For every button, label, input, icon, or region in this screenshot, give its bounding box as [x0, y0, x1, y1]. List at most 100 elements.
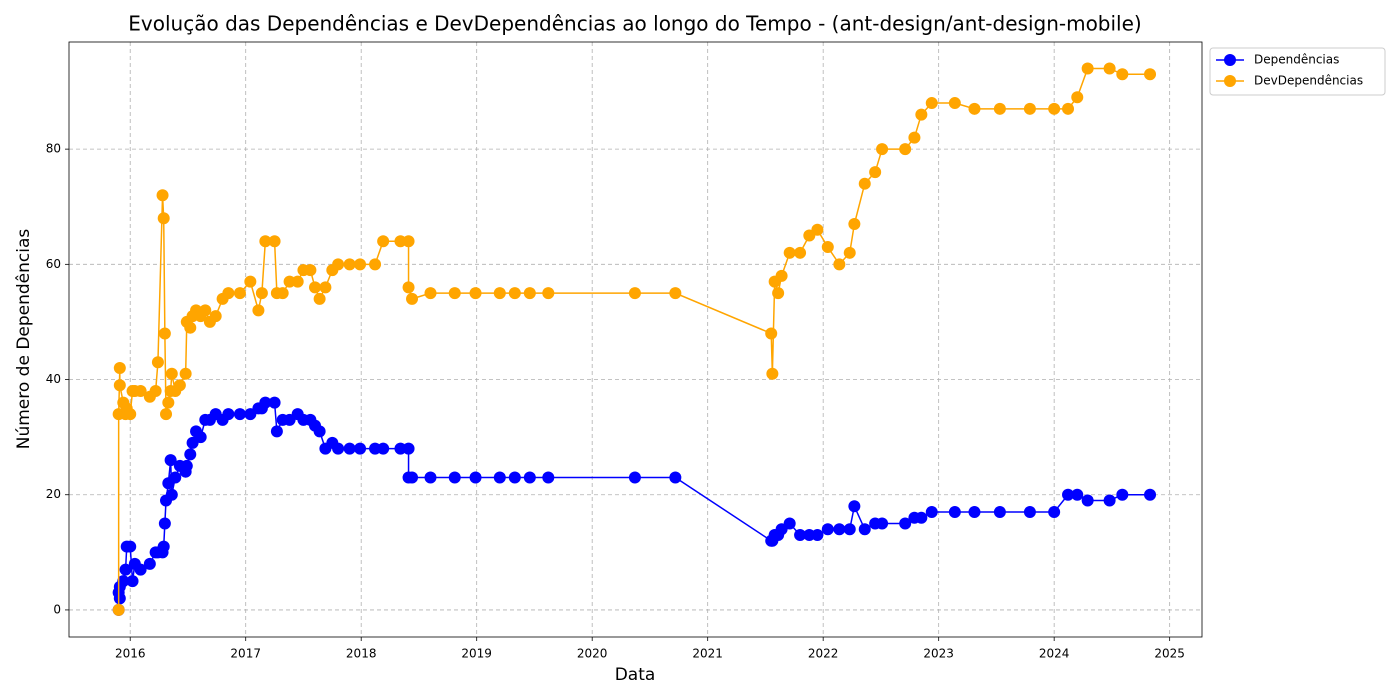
- data-point: [523, 471, 536, 484]
- data-point: [179, 367, 192, 380]
- data-point: [402, 442, 415, 455]
- data-point: [1081, 62, 1094, 75]
- data-point: [158, 517, 171, 530]
- data-point: [925, 506, 938, 519]
- data-point: [915, 511, 928, 524]
- data-point: [184, 448, 197, 461]
- data-point: [244, 275, 257, 288]
- data-point: [1048, 102, 1061, 115]
- x-tick-label: 2023: [923, 647, 954, 661]
- data-point: [199, 304, 212, 317]
- data-point: [1062, 488, 1075, 501]
- data-point: [811, 529, 824, 542]
- data-point: [993, 506, 1006, 519]
- data-point: [126, 575, 139, 588]
- data-point: [117, 575, 130, 588]
- data-point: [134, 385, 147, 398]
- data-point: [811, 223, 824, 236]
- data-point: [222, 287, 235, 300]
- data-point: [233, 408, 246, 421]
- data-point: [156, 189, 169, 202]
- data-point: [134, 563, 147, 576]
- data-point: [968, 102, 981, 115]
- data-point: [469, 287, 482, 300]
- data-point: [843, 246, 856, 259]
- data-point: [1144, 488, 1157, 501]
- x-tick-label: 2025: [1154, 647, 1185, 661]
- data-point: [209, 310, 222, 323]
- data-point: [119, 563, 132, 576]
- data-point: [821, 241, 834, 254]
- data-point: [377, 442, 390, 455]
- data-point: [406, 292, 419, 305]
- data-point: [899, 143, 912, 156]
- data-point: [1023, 506, 1036, 519]
- legend-box: [1209, 47, 1386, 96]
- data-point: [304, 264, 317, 277]
- legend-label: DevDependências: [1254, 74, 1363, 88]
- data-point: [1144, 68, 1157, 81]
- data-point: [424, 287, 437, 300]
- data-point: [406, 471, 419, 484]
- data-point: [469, 471, 482, 484]
- data-point: [319, 281, 332, 294]
- data-point: [149, 385, 162, 398]
- data-point: [276, 287, 289, 300]
- data-point: [1023, 102, 1036, 115]
- data-point: [948, 97, 961, 110]
- data-point: [869, 166, 882, 179]
- x-tick-label: 2018: [346, 647, 377, 661]
- x-tick-label: 2021: [692, 647, 723, 661]
- data-point: [169, 471, 182, 484]
- data-point: [848, 218, 861, 231]
- legend-marker: [1224, 75, 1236, 87]
- x-tick-label: 2024: [1039, 647, 1070, 661]
- data-point: [448, 287, 461, 300]
- data-point: [843, 523, 856, 536]
- data-point: [270, 425, 283, 438]
- y-tick-label: 20: [46, 487, 61, 501]
- data-point: [1081, 494, 1094, 507]
- data-point: [268, 396, 281, 409]
- data-point: [313, 292, 326, 305]
- data-point: [252, 304, 265, 317]
- data-point: [233, 287, 246, 300]
- data-point: [158, 327, 171, 340]
- data-point: [508, 471, 521, 484]
- data-point: [369, 258, 382, 271]
- data-point: [332, 258, 345, 271]
- x-tick-label: 2016: [115, 647, 146, 661]
- data-point: [1103, 494, 1116, 507]
- data-point: [1071, 488, 1084, 501]
- data-point: [783, 517, 796, 530]
- y-tick-label: 60: [46, 257, 61, 271]
- data-point: [876, 143, 889, 156]
- data-point: [143, 557, 156, 570]
- data-point: [222, 408, 235, 421]
- legend-label: Dependências: [1254, 53, 1339, 67]
- data-point: [628, 287, 641, 300]
- series-line: [117, 67, 1151, 610]
- data-point: [772, 287, 785, 300]
- data-point: [523, 287, 536, 300]
- x-tick-label: 2020: [577, 647, 608, 661]
- data-point: [766, 367, 779, 380]
- data-point: [343, 258, 356, 271]
- data-point: [1103, 62, 1116, 75]
- data-point: [194, 431, 207, 444]
- data-point: [858, 523, 871, 536]
- data-point: [899, 517, 912, 530]
- data-point: [164, 454, 177, 467]
- data-point: [151, 356, 164, 369]
- data-point: [259, 396, 272, 409]
- y-tick-label: 80: [46, 142, 61, 156]
- data-point: [424, 471, 437, 484]
- data-point: [628, 471, 641, 484]
- data-point: [354, 442, 367, 455]
- data-point: [908, 131, 921, 144]
- data-point: [968, 506, 981, 519]
- data-point: [493, 287, 506, 300]
- data-point: [876, 517, 889, 530]
- data-point: [542, 287, 555, 300]
- data-point: [332, 442, 345, 455]
